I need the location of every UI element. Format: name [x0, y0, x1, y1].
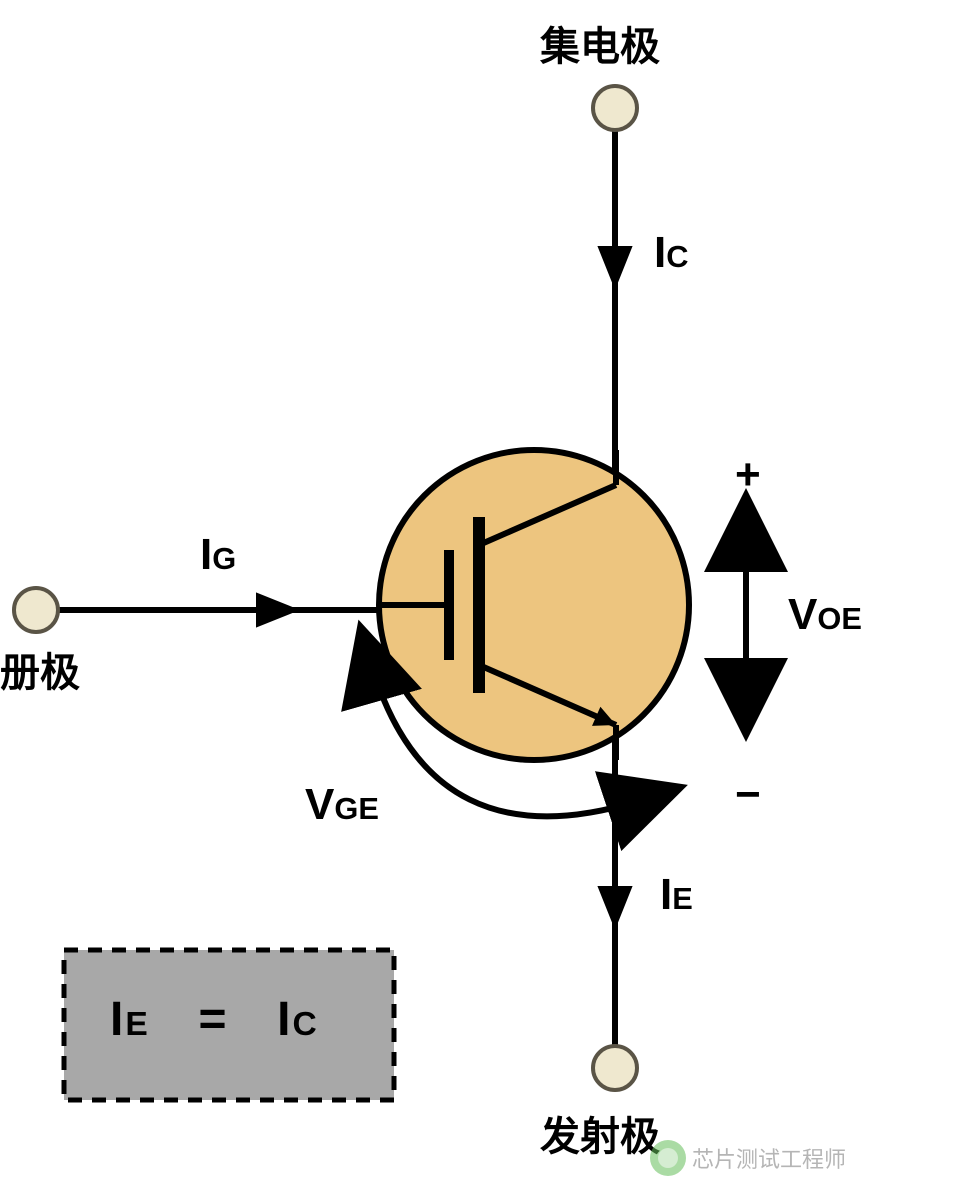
- plus-label: +: [735, 450, 761, 500]
- ig-sub: G: [212, 541, 236, 576]
- collector-label-cn: 集电极: [540, 14, 660, 72]
- emitter-label-cn: 发射极: [540, 1104, 660, 1162]
- vge-label: VGE: [305, 780, 379, 830]
- ie-label: IE: [660, 870, 693, 920]
- ig-main: I: [200, 530, 212, 579]
- voe-label: VOE: [788, 590, 862, 640]
- minus-label: −: [735, 770, 761, 820]
- gate-label-cn: 册极: [0, 640, 80, 698]
- eq-left-main: I: [110, 993, 125, 1046]
- vge-main: V: [305, 780, 334, 829]
- eq-right-sub: C: [293, 1006, 319, 1043]
- watermark-text: 芯片测试工程师: [692, 1142, 846, 1174]
- ie-main: I: [660, 870, 672, 919]
- ic-label: IC: [654, 228, 688, 278]
- eq-right-main: I: [277, 993, 292, 1046]
- voe-main: V: [788, 590, 817, 639]
- wechat-logo-icon: [650, 1140, 686, 1176]
- ig-label: IG: [200, 530, 236, 580]
- ie-sub: E: [672, 881, 693, 916]
- equation-text: IE = IC: [110, 992, 319, 1047]
- watermark: 芯片测试工程师: [650, 1140, 846, 1176]
- voe-sub: OE: [817, 601, 862, 636]
- eq-left-sub: E: [125, 1006, 149, 1043]
- vge-sub: GE: [334, 791, 379, 826]
- ic-sub: C: [666, 239, 688, 274]
- ic-main: I: [654, 228, 666, 277]
- eq-mid: =: [198, 993, 228, 1046]
